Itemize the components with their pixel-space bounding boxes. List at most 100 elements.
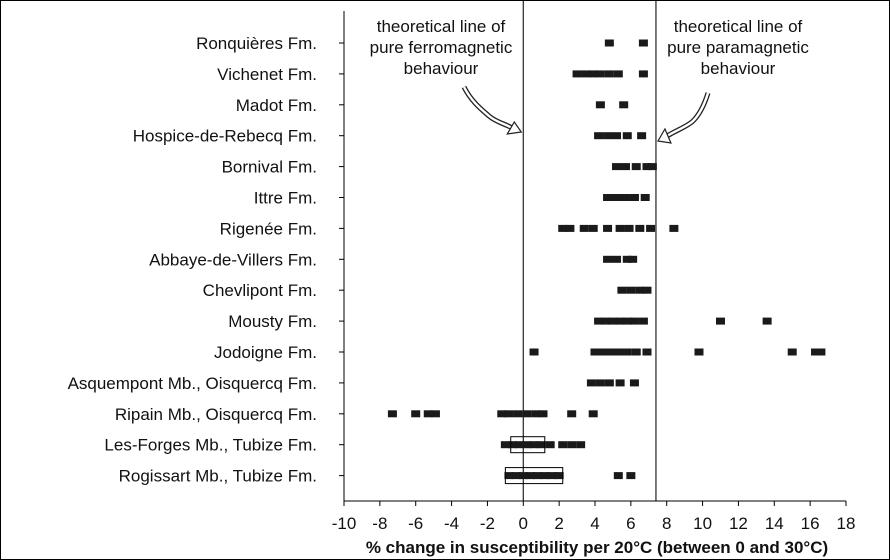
data-point: [694, 348, 704, 356]
category-label: Jodoigne Fm.: [214, 343, 317, 362]
data-point: [588, 224, 598, 232]
category-label: Ittre Fm.: [254, 189, 317, 208]
category-label: Ripain Mb., Oisquercq Fm.: [115, 405, 317, 424]
x-tick-label: 0: [519, 514, 528, 533]
data-point: [565, 224, 575, 232]
data-point: [590, 348, 600, 356]
data-point: [624, 224, 634, 232]
data-point: [581, 70, 591, 78]
data-point: [513, 410, 523, 418]
data-point: [430, 410, 440, 418]
category-label: Les-Forges Mb., Tubize Fm.: [104, 436, 317, 455]
data-point: [629, 317, 639, 325]
category-label: Hospice-de-Rebecq Fm.: [133, 127, 317, 146]
data-point: [612, 194, 622, 201]
x-axis: -10 -8 -6 -4 -2 0 2 4 6 8 10 12 14 16 18: [332, 11, 856, 533]
data-point: [612, 132, 622, 140]
data-point: [522, 441, 532, 449]
data-point: [529, 348, 539, 356]
x-tick-label: 10: [693, 514, 712, 533]
data-point: [613, 472, 623, 480]
data-point: [626, 472, 636, 480]
data-point: [642, 163, 652, 171]
annotation-line: theoretical line of: [674, 17, 803, 36]
data-point: [635, 286, 645, 294]
data-point: [603, 255, 613, 263]
data-point: [540, 472, 550, 480]
x-tick-label: 12: [729, 514, 748, 533]
data-point: [629, 194, 639, 201]
data-point: [622, 132, 632, 140]
data-point: [604, 70, 614, 78]
outlined-range-box: [510, 436, 546, 454]
data-point: [631, 163, 641, 171]
data-marks: [387, 39, 826, 485]
data-point: [626, 286, 636, 294]
data-point: [601, 317, 611, 325]
reference-lines: [522, 1, 657, 501]
category-label: Rogissart Mb., Tubize Fm.: [119, 467, 317, 486]
data-point: [617, 286, 627, 294]
data-point: [423, 410, 433, 418]
x-tick-label: -2: [480, 514, 495, 533]
data-point: [603, 132, 613, 140]
data-point: [529, 441, 539, 449]
data-point: [595, 101, 605, 109]
data-point: [603, 348, 613, 356]
data-point: [620, 194, 630, 201]
data-point: [610, 348, 620, 356]
data-point: [525, 472, 535, 480]
arrow-paramagnetic-shaft-outline: [664, 92, 711, 139]
data-point: [612, 255, 622, 263]
data-point: [622, 317, 632, 325]
data-point: [612, 163, 622, 171]
data-point: [504, 472, 514, 480]
category-label: Chevlipont Fm.: [203, 281, 317, 300]
data-point: [576, 441, 586, 449]
data-point: [622, 348, 632, 356]
category-label: Vichenet Fm.: [217, 65, 317, 84]
data-point: [622, 255, 632, 263]
data-point: [545, 441, 555, 449]
annotations: theoretical line of pure ferromagnetic beh…: [370, 17, 809, 144]
annotation-line: theoretical line of: [377, 17, 506, 36]
data-point: [558, 224, 568, 232]
data-point: [511, 472, 521, 480]
data-point: [619, 101, 629, 109]
data-point: [787, 348, 797, 356]
annotation-line: pure ferromagnetic: [370, 38, 513, 57]
data-point: [567, 441, 577, 449]
data-point: [608, 317, 618, 325]
annotation-line: behaviour: [701, 59, 776, 78]
data-point: [508, 441, 518, 449]
data-point: [615, 379, 625, 387]
data-point: [411, 410, 421, 418]
data-point: [595, 70, 605, 78]
data-point: [647, 163, 657, 171]
arrow-paramagnetic-head: [656, 127, 672, 144]
data-point: [518, 472, 528, 480]
x-tick-label: 14: [765, 514, 784, 533]
x-tick-label: 2: [554, 514, 563, 533]
data-point: [669, 224, 679, 232]
data-point: [533, 472, 543, 480]
arrow-ferromagnetic-head: [506, 120, 523, 135]
data-point: [579, 224, 589, 232]
category-label: Bornival Fm.: [222, 158, 317, 177]
data-point: [646, 224, 656, 232]
data-point: [594, 317, 604, 325]
category-label: Ronquières Fm.: [196, 34, 317, 53]
data-point: [620, 163, 630, 171]
x-tick-label: 18: [837, 514, 856, 533]
data-point: [638, 39, 648, 47]
data-point: [504, 410, 514, 418]
category-label: Asquempont Mb., Oisquercq Fm.: [68, 374, 317, 393]
data-point: [628, 255, 638, 263]
category-label: Mousty Fm.: [228, 312, 317, 331]
arrow-ferromagnetic-shaft-outline: [461, 85, 516, 131]
data-point: [811, 348, 821, 356]
data-point: [642, 286, 652, 294]
x-tick-label: -4: [444, 514, 459, 533]
